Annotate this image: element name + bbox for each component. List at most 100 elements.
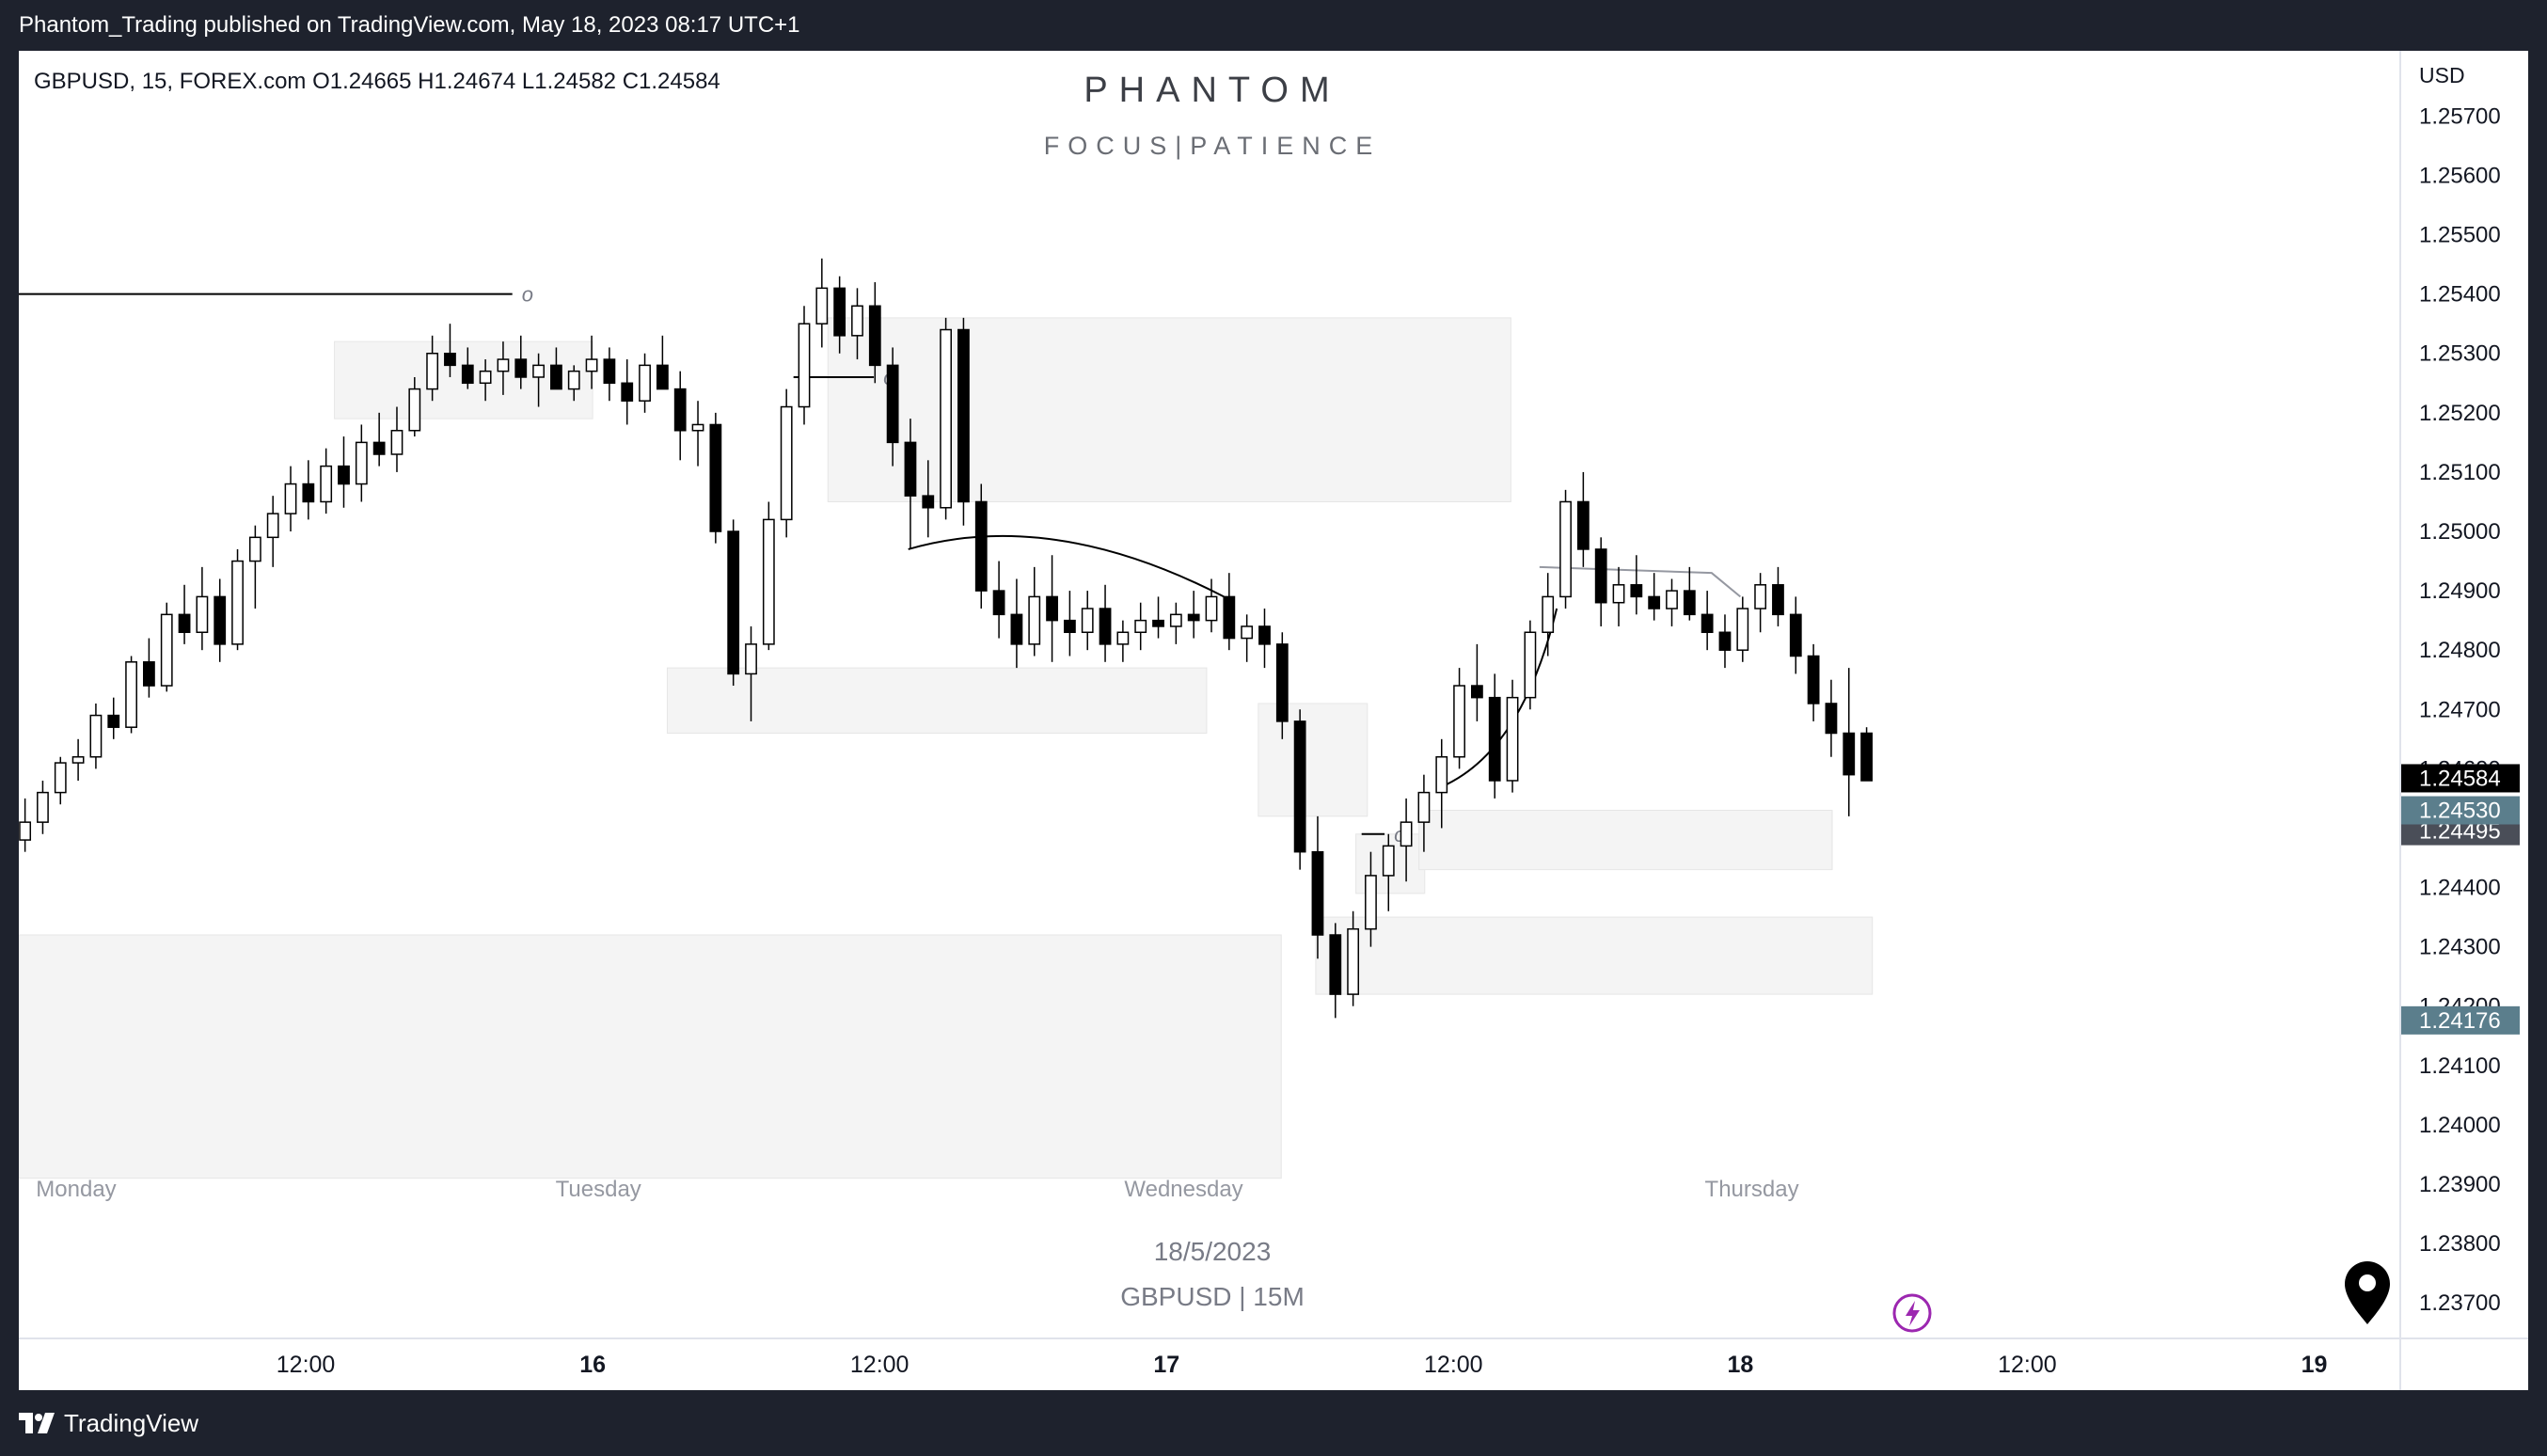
candle[interactable] bbox=[1152, 596, 1164, 639]
curve-drawing[interactable] bbox=[908, 534, 1225, 598]
candle[interactable] bbox=[1772, 566, 1784, 626]
candle[interactable] bbox=[1648, 573, 1661, 621]
candle[interactable] bbox=[71, 738, 85, 781]
candle[interactable] bbox=[214, 578, 227, 662]
supply-demand-zone[interactable] bbox=[1258, 703, 1368, 817]
candle[interactable] bbox=[1683, 566, 1696, 621]
candle[interactable] bbox=[1081, 591, 1094, 651]
candle[interactable] bbox=[390, 406, 403, 472]
candle[interactable] bbox=[1807, 643, 1820, 721]
candle[interactable] bbox=[940, 317, 953, 520]
candle[interactable] bbox=[497, 341, 510, 395]
candle[interactable] bbox=[886, 347, 899, 467]
candle[interactable] bbox=[320, 448, 333, 514]
candle[interactable] bbox=[178, 584, 191, 644]
candle[interactable] bbox=[992, 561, 1005, 639]
candle[interactable] bbox=[408, 376, 421, 437]
candle[interactable] bbox=[922, 460, 935, 538]
supply-demand-zone[interactable] bbox=[1418, 810, 1833, 871]
candle[interactable] bbox=[1063, 591, 1076, 657]
candle[interactable] bbox=[974, 483, 988, 609]
candle[interactable] bbox=[639, 353, 651, 413]
candle[interactable] bbox=[1559, 489, 1572, 609]
candle[interactable] bbox=[372, 412, 386, 467]
candle[interactable] bbox=[868, 282, 881, 384]
candle[interactable] bbox=[1293, 709, 1306, 870]
candle[interactable] bbox=[1488, 673, 1501, 799]
candle[interactable] bbox=[1594, 537, 1607, 626]
candle[interactable] bbox=[160, 602, 173, 692]
candle[interactable] bbox=[196, 566, 209, 651]
lightning-icon[interactable] bbox=[1892, 1293, 1932, 1333]
candle[interactable] bbox=[461, 347, 474, 389]
candle[interactable] bbox=[1382, 833, 1395, 911]
chart-panel[interactable]: ooo PHANTOM FOCUS|PATIENCE GBPUSD, 15, F… bbox=[19, 51, 2528, 1390]
candle[interactable] bbox=[54, 756, 67, 805]
candle[interactable] bbox=[37, 780, 49, 834]
candle[interactable] bbox=[1258, 609, 1271, 669]
candle[interactable] bbox=[1506, 679, 1519, 793]
candle[interactable] bbox=[1524, 620, 1537, 710]
tradingview-logo[interactable]: TradingView bbox=[19, 1407, 198, 1439]
candle[interactable] bbox=[514, 335, 528, 389]
candle[interactable] bbox=[1843, 668, 1856, 816]
candle[interactable] bbox=[1134, 602, 1147, 651]
candle[interactable] bbox=[603, 347, 616, 402]
candle[interactable] bbox=[1630, 555, 1643, 615]
candle[interactable] bbox=[1046, 555, 1058, 662]
candle[interactable] bbox=[1718, 614, 1732, 669]
candle[interactable] bbox=[19, 798, 32, 852]
candle[interactable] bbox=[1789, 596, 1802, 674]
candle[interactable] bbox=[673, 371, 687, 461]
candle[interactable] bbox=[1275, 632, 1289, 739]
candlestick-chart[interactable]: ooo PHANTOM FOCUS|PATIENCE GBPUSD, 15, F… bbox=[19, 51, 2528, 1390]
candle[interactable] bbox=[266, 496, 279, 567]
candle[interactable] bbox=[89, 703, 103, 769]
candle[interactable] bbox=[1311, 815, 1324, 959]
candle[interactable] bbox=[550, 347, 562, 390]
candle[interactable] bbox=[798, 306, 811, 425]
candle[interactable] bbox=[1400, 798, 1413, 882]
candle[interactable] bbox=[248, 525, 261, 609]
candle[interactable] bbox=[567, 365, 580, 402]
candle[interactable] bbox=[1223, 573, 1236, 651]
candle[interactable] bbox=[1010, 578, 1023, 669]
candle[interactable] bbox=[1736, 596, 1749, 662]
candle[interactable] bbox=[727, 519, 740, 687]
candle[interactable] bbox=[284, 466, 297, 532]
candle[interactable] bbox=[1169, 602, 1182, 644]
candle[interactable] bbox=[815, 258, 829, 348]
candle[interactable] bbox=[302, 460, 315, 520]
candle[interactable] bbox=[1028, 566, 1041, 657]
candle[interactable] bbox=[1205, 578, 1218, 633]
candle[interactable] bbox=[1435, 738, 1448, 829]
candle[interactable] bbox=[904, 419, 917, 549]
candle[interactable] bbox=[621, 359, 634, 425]
candle[interactable] bbox=[1576, 471, 1590, 567]
candle[interactable] bbox=[107, 697, 120, 739]
candle[interactable] bbox=[1329, 923, 1342, 1019]
candle[interactable] bbox=[691, 401, 704, 467]
candle[interactable] bbox=[231, 548, 244, 651]
candle[interactable] bbox=[851, 288, 863, 360]
supply-demand-zone[interactable] bbox=[666, 667, 1208, 735]
candle[interactable] bbox=[709, 412, 722, 544]
candle[interactable] bbox=[585, 335, 598, 389]
candle[interactable] bbox=[1701, 591, 1714, 651]
candle[interactable] bbox=[1241, 614, 1254, 662]
supply-demand-zone[interactable] bbox=[827, 317, 1511, 502]
candle[interactable] bbox=[745, 625, 757, 721]
location-pin-icon[interactable] bbox=[2345, 1261, 2390, 1324]
candle[interactable] bbox=[1347, 910, 1360, 1006]
candle[interactable] bbox=[338, 436, 350, 508]
candle[interactable] bbox=[1453, 668, 1465, 769]
candle[interactable] bbox=[1666, 578, 1678, 626]
candle[interactable] bbox=[444, 324, 456, 377]
candle[interactable] bbox=[1542, 573, 1555, 657]
supply-demand-zone[interactable] bbox=[19, 934, 1282, 1179]
candle[interactable] bbox=[1365, 851, 1377, 947]
candle[interactable] bbox=[479, 359, 492, 402]
supply-demand-zone[interactable] bbox=[1315, 916, 1874, 995]
candle[interactable] bbox=[957, 317, 970, 526]
candle[interactable] bbox=[1417, 774, 1431, 852]
